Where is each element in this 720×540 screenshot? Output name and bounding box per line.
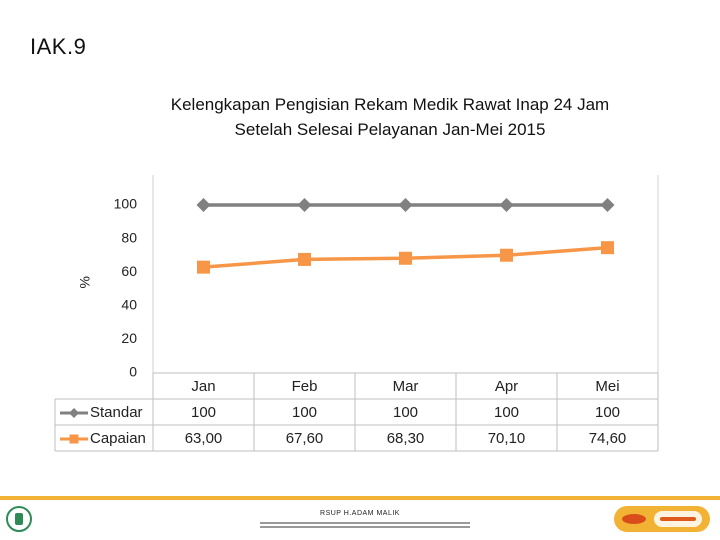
point-standar — [499, 198, 514, 212]
footer-address-lines — [260, 520, 470, 530]
footer: RSUP H.ADAM MALIK — [0, 496, 720, 540]
x-tick-label: Mar — [393, 378, 419, 395]
data-label: 100 — [595, 404, 620, 421]
x-tick-label: Feb — [292, 378, 318, 395]
data-label: 63,00 — [185, 430, 223, 447]
legend-marker — [69, 434, 79, 444]
point-standar — [297, 198, 312, 212]
data-label: 100 — [292, 404, 317, 421]
point-capaian — [197, 260, 210, 274]
y-tick-label: 0 — [129, 364, 137, 380]
data-label: 74,60 — [589, 430, 627, 447]
point-capaian — [298, 252, 311, 266]
slide-title: IAK.9 — [30, 34, 87, 59]
legend-label: Standar — [90, 404, 143, 421]
y-tick-label: 60 — [121, 263, 137, 279]
y-axis-label: % — [77, 276, 93, 288]
legend-label: Capaian — [90, 430, 146, 447]
data-label: 100 — [494, 404, 519, 421]
ministry-logo-icon — [6, 506, 32, 532]
point-standar — [600, 198, 615, 212]
point-capaian — [500, 248, 513, 262]
data-label: 68,30 — [387, 430, 425, 447]
x-tick-label: Jan — [191, 378, 215, 395]
y-tick-label: 80 — [121, 229, 137, 245]
data-label: 70,10 — [488, 430, 526, 447]
point-capaian — [399, 251, 412, 265]
hospital-logo-icon — [614, 506, 710, 532]
data-label: 100 — [393, 404, 418, 421]
footer-band — [0, 496, 720, 500]
x-tick-label: Apr — [495, 378, 518, 395]
point-standar — [196, 198, 211, 212]
point-capaian — [601, 241, 614, 255]
point-standar — [398, 198, 413, 212]
y-tick-label: 20 — [121, 330, 137, 346]
footer-hospital-name: RSUP H.ADAM MALIK — [320, 510, 400, 517]
y-tick-label: 40 — [121, 297, 137, 313]
x-tick-label: Mei — [595, 378, 619, 395]
chart-title: Kelengkapan Pengisian Rekam Medik Rawat … — [170, 95, 610, 139]
data-label: 67,60 — [286, 430, 324, 447]
legend-marker — [69, 408, 79, 418]
y-tick-label: 100 — [114, 196, 138, 212]
data-label: 100 — [191, 404, 216, 421]
